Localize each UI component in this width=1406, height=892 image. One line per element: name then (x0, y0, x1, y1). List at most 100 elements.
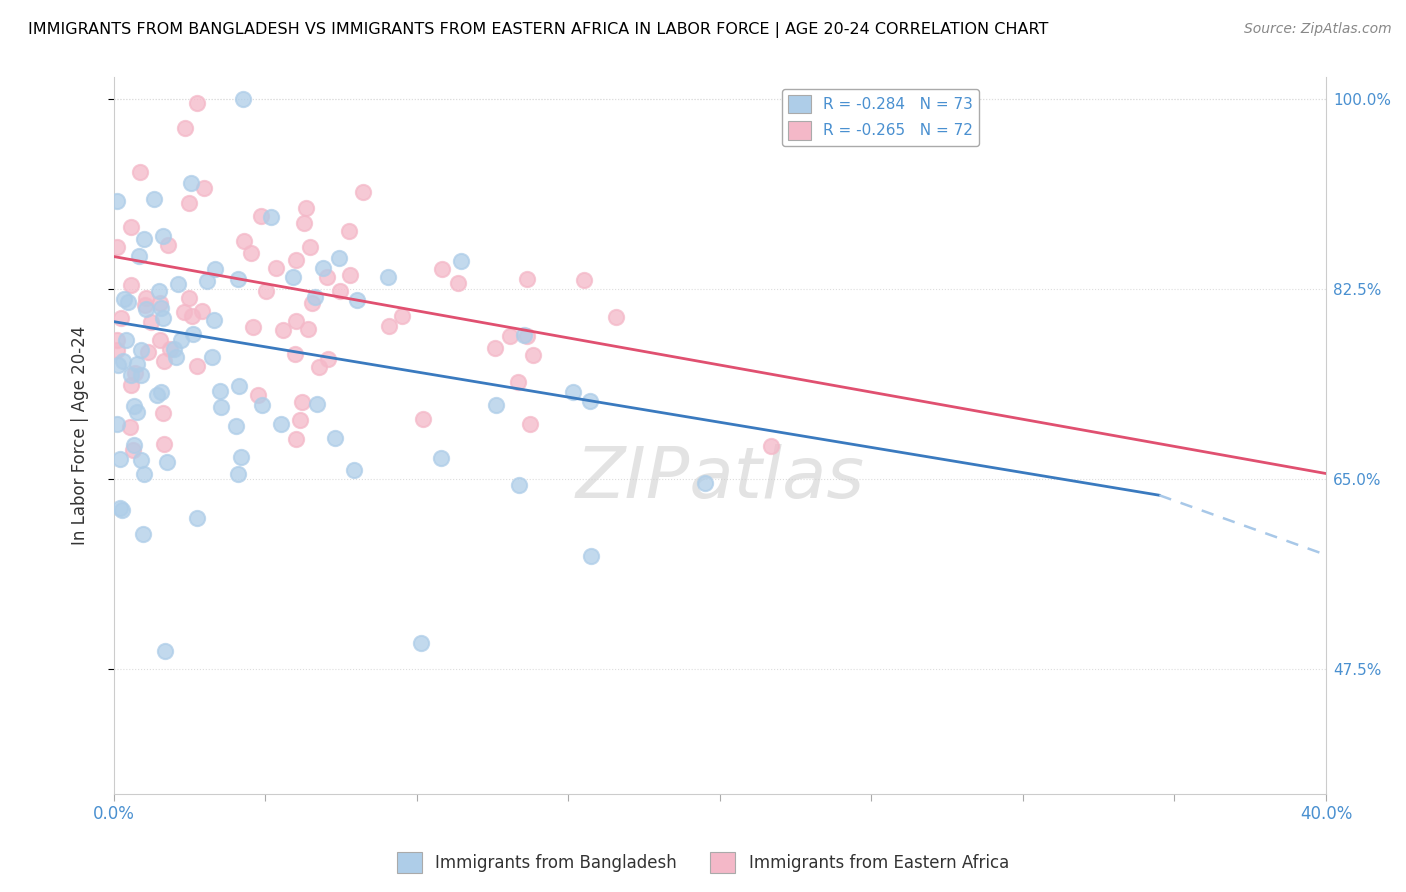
Point (186, 511, 208, 525)
Legend: R = -0.284   N = 73, R = -0.265   N = 72: R = -0.284 N = 73, R = -0.265 N = 72 (782, 88, 979, 145)
Point (156, 455, 179, 469)
Point (339, 268, 361, 282)
Point (134, 298, 156, 312)
Point (138, 344, 160, 359)
Point (125, 357, 148, 371)
Point (285, 432, 308, 446)
Text: IMMIGRANTS FROM BANGLADESH VS IMMIGRANTS FROM EASTERN AFRICA IN LABOR FORCE | AG: IMMIGRANTS FROM BANGLADESH VS IMMIGRANTS… (28, 22, 1049, 38)
Point (209, 384, 232, 398)
Point (297, 322, 319, 336)
Point (145, 388, 167, 402)
Point (270, 417, 292, 431)
Point (186, 359, 208, 374)
Point (201, 350, 224, 364)
Point (430, 451, 453, 466)
Point (152, 406, 174, 420)
Point (605, 310, 627, 325)
Point (132, 467, 155, 481)
Point (294, 201, 316, 215)
Point (202, 313, 225, 327)
Point (124, 367, 146, 381)
Point (254, 284, 277, 298)
Point (328, 252, 350, 266)
Y-axis label: In Labor Force | Age 20-24: In Labor Force | Age 20-24 (72, 326, 89, 545)
Point (232, 92, 254, 106)
Point (226, 467, 249, 481)
Point (122, 442, 145, 457)
Point (118, 420, 141, 434)
Point (105, 194, 128, 208)
Point (156, 238, 179, 252)
Point (120, 368, 142, 382)
Point (508, 375, 530, 389)
Point (290, 413, 312, 427)
Point (316, 269, 339, 284)
Point (513, 328, 536, 343)
Point (111, 502, 134, 516)
Point (562, 384, 585, 399)
Point (260, 210, 283, 224)
Point (450, 253, 472, 268)
Point (166, 277, 188, 292)
Point (180, 176, 202, 190)
Point (120, 377, 142, 392)
Point (195, 274, 218, 288)
Point (231, 450, 253, 464)
Point (120, 278, 142, 293)
Point (316, 351, 339, 366)
Point (152, 228, 174, 243)
Point (115, 333, 138, 347)
Point (304, 290, 326, 304)
Point (129, 343, 152, 358)
Point (193, 180, 215, 194)
Point (522, 348, 544, 362)
Point (112, 292, 135, 306)
Point (105, 343, 128, 357)
Point (107, 359, 129, 373)
Point (283, 270, 305, 285)
Point (499, 329, 522, 343)
Point (177, 196, 200, 211)
Point (149, 295, 172, 310)
Point (180, 309, 202, 323)
Point (352, 185, 374, 199)
Point (759, 439, 782, 453)
Point (291, 395, 314, 409)
Point (179, 291, 201, 305)
Text: Source: ZipAtlas.com: Source: ZipAtlas.com (1244, 22, 1392, 37)
Point (485, 398, 508, 412)
Point (153, 644, 176, 658)
Point (516, 272, 538, 286)
Point (581, 549, 603, 564)
Point (170, 333, 193, 347)
Point (159, 342, 181, 356)
Point (204, 262, 226, 277)
Point (122, 438, 145, 452)
Point (181, 327, 204, 342)
Point (247, 387, 270, 401)
Point (323, 431, 346, 445)
Point (128, 249, 150, 263)
Point (516, 329, 538, 343)
Point (105, 417, 128, 432)
Point (153, 437, 176, 451)
Point (284, 347, 307, 361)
Point (377, 270, 399, 285)
Point (191, 303, 214, 318)
Point (148, 285, 170, 299)
Point (105, 333, 128, 347)
Point (292, 216, 315, 230)
Point (108, 452, 131, 467)
Point (250, 209, 273, 223)
Point (329, 284, 352, 298)
Point (430, 262, 453, 277)
Point (228, 379, 250, 393)
Text: ZIPatlas: ZIPatlas (575, 444, 865, 513)
Point (132, 526, 155, 541)
Point (693, 475, 716, 490)
Point (108, 500, 131, 515)
Point (110, 310, 132, 325)
Point (149, 385, 172, 400)
Point (111, 354, 134, 368)
Point (301, 295, 323, 310)
